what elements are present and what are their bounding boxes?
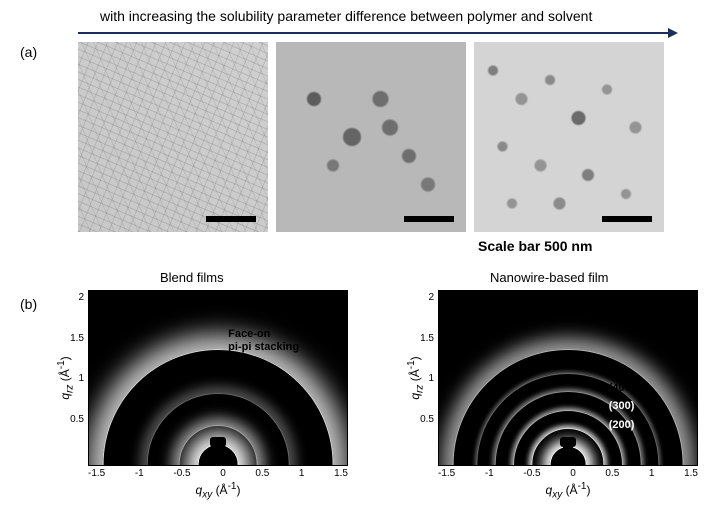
- y-tick: 2: [428, 292, 434, 303]
- top-caption: with increasing the solubility parameter…: [100, 8, 592, 24]
- y-tick: 1.5: [420, 333, 434, 344]
- x-tick: -1.5: [438, 468, 455, 479]
- giwaxs-plot-right: (400) (300) (200): [438, 290, 698, 466]
- plot-area: qrz (Å-1) 2 1.5 1 0.5 Face-on pi-pi stac…: [58, 290, 348, 466]
- x-tick: -0.5: [173, 468, 190, 479]
- arrow-head-icon: [668, 28, 678, 38]
- scale-bar-icon: [404, 216, 454, 222]
- x-tick: 1.5: [684, 468, 698, 479]
- chart-title-left: Blend films: [160, 270, 224, 285]
- y-axis-label: qrz (Å-1): [56, 356, 75, 399]
- giwaxs-right: qrz (Å-1) 2 1.5 1 0.5 (400) (300) (200) -1…: [408, 290, 698, 500]
- x-tick: -0.5: [523, 468, 540, 479]
- x-tick: 1: [649, 468, 655, 479]
- gradient-arrow: [78, 28, 678, 38]
- tem-image-2: [276, 42, 466, 232]
- scale-bar-icon: [602, 216, 652, 222]
- x-tick: -1.5: [88, 468, 105, 479]
- y-tick: 0.5: [420, 414, 434, 425]
- plot-area: qrz (Å-1) 2 1.5 1 0.5 (400) (300) (200): [408, 290, 698, 466]
- y-tick: 1: [428, 373, 434, 384]
- y-tick: [81, 455, 84, 466]
- panel-label-a: (a): [20, 44, 37, 60]
- x-tick: 0.5: [605, 468, 619, 479]
- x-tick: -1: [485, 468, 494, 479]
- x-tick: 1.5: [334, 468, 348, 479]
- scale-bar-label: Scale bar 500 nm: [478, 238, 592, 254]
- plot-annotation: Face-on pi-pi stacking: [228, 328, 299, 353]
- chart-title-right: Nanowire-based film: [490, 270, 609, 285]
- y-tick: 1: [78, 373, 84, 384]
- y-tick: [431, 455, 434, 466]
- tem-image-3: [474, 42, 664, 232]
- x-tick: 0: [220, 468, 226, 479]
- y-tick: 1.5: [70, 333, 84, 344]
- x-tick: 1: [299, 468, 305, 479]
- tem-image-1: [78, 42, 268, 232]
- x-axis-label: qxy (Å-1): [438, 481, 698, 500]
- beamstop-icon: [213, 443, 223, 465]
- x-tick: 0.5: [255, 468, 269, 479]
- y-tick: 0.5: [70, 414, 84, 425]
- y-axis-label: qrz (Å-1): [406, 356, 425, 399]
- x-axis: -1.5 -1 -0.5 0 0.5 1 1.5: [438, 466, 698, 479]
- x-tick: -1: [135, 468, 144, 479]
- plot-annotation: (300): [609, 400, 635, 413]
- plot-annotation: (200): [609, 419, 635, 432]
- plot-annotation: (400): [609, 382, 635, 395]
- x-tick: 0: [570, 468, 576, 479]
- tem-image-row: [78, 42, 664, 232]
- beamstop-icon: [563, 443, 573, 465]
- scale-bar-icon: [206, 216, 256, 222]
- y-axis: qrz (Å-1) 2 1.5 1 0.5: [408, 290, 438, 466]
- y-axis: qrz (Å-1) 2 1.5 1 0.5: [58, 290, 88, 466]
- giwaxs-left: qrz (Å-1) 2 1.5 1 0.5 Face-on pi-pi stac…: [58, 290, 348, 500]
- y-tick: 2: [78, 292, 84, 303]
- arrow-line: [78, 32, 670, 34]
- panel-label-b: (b): [20, 296, 37, 312]
- x-axis: -1.5 -1 -0.5 0 0.5 1 1.5: [88, 466, 348, 479]
- giwaxs-plot-left: Face-on pi-pi stacking: [88, 290, 348, 466]
- giwaxs-row: qrz (Å-1) 2 1.5 1 0.5 Face-on pi-pi stac…: [58, 290, 698, 500]
- x-axis-label: qxy (Å-1): [88, 481, 348, 500]
